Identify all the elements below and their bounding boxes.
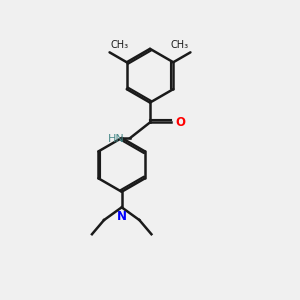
Text: CH₃: CH₃	[111, 40, 129, 50]
Text: CH₃: CH₃	[171, 40, 189, 50]
Text: HN: HN	[108, 134, 124, 144]
Text: N: N	[117, 210, 127, 223]
Text: O: O	[176, 116, 185, 129]
